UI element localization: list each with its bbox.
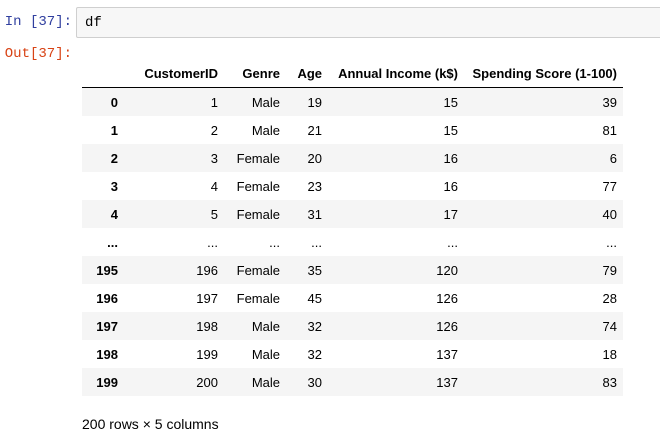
cell-annual-income: 17 xyxy=(443,206,458,222)
cell-annual-income: 126 xyxy=(436,318,458,334)
output-area: CustomerID Genre Age Annual Income (k$) … xyxy=(82,59,623,396)
cell-age: 19 xyxy=(307,94,322,110)
cell-customerid: 197 xyxy=(196,290,218,306)
dataframe-shape-info: 200 rows × 5 columns xyxy=(82,416,219,432)
cell-age: ... xyxy=(311,234,322,250)
cell-annual-income: 16 xyxy=(443,178,458,194)
row-index: 197 xyxy=(96,318,118,334)
cell-age: 20 xyxy=(307,150,322,166)
cell-genre: Female xyxy=(236,178,280,194)
cell-spending-score: 81 xyxy=(602,122,617,138)
cell-customerid: 199 xyxy=(196,346,218,362)
table-row: 196 197 Female 45 126 28 xyxy=(82,284,623,312)
cell-customerid: ... xyxy=(207,234,218,250)
table-row: 198 199 Male 32 137 18 xyxy=(82,340,623,368)
table-row: 197 198 Male 32 126 74 xyxy=(82,312,623,340)
cell-spending-score: 28 xyxy=(602,290,617,306)
cell-genre: ... xyxy=(269,234,280,250)
table-row-ellipsis: ... ... ... ... ... ... xyxy=(82,228,623,256)
row-index: 196 xyxy=(96,290,118,306)
cell-genre: Male xyxy=(251,122,280,138)
cell-spending-score: 79 xyxy=(602,262,617,278)
table-row: 0 1 Male 19 15 39 xyxy=(82,87,623,116)
header-annual-income: Annual Income (k$) xyxy=(338,65,458,81)
cell-genre: Female xyxy=(236,290,280,306)
cell-customerid: 4 xyxy=(210,178,218,194)
cell-genre: Male xyxy=(251,94,280,110)
cell-spending-score: 18 xyxy=(602,346,617,362)
table-row: 2 3 Female 20 16 6 xyxy=(82,144,623,172)
cell-customerid: 5 xyxy=(210,206,218,222)
cell-annual-income: 15 xyxy=(443,122,458,138)
row-index: 198 xyxy=(96,346,118,362)
cell-spending-score: 39 xyxy=(602,94,617,110)
cell-annual-income: 120 xyxy=(436,262,458,278)
cell-spending-score: 74 xyxy=(602,318,617,334)
table-row: 195 196 Female 35 120 79 xyxy=(82,256,623,284)
cell-annual-income: 137 xyxy=(436,346,458,362)
cell-spending-score: 6 xyxy=(609,150,617,166)
header-age: Age xyxy=(297,65,322,81)
dataframe-table: CustomerID Genre Age Annual Income (k$) … xyxy=(82,59,623,396)
cell-genre: Male xyxy=(251,346,280,362)
cell-spending-score: ... xyxy=(606,234,617,250)
header-genre: Genre xyxy=(242,65,280,81)
cell-age: 35 xyxy=(307,262,322,278)
cell-customerid: 2 xyxy=(210,122,218,138)
cell-annual-income: 16 xyxy=(443,150,458,166)
table-row: 1 2 Male 21 15 81 xyxy=(82,116,623,144)
in-prompt: In [37]: xyxy=(4,14,72,30)
cell-spending-score: 77 xyxy=(602,178,617,194)
cell-annual-income: ... xyxy=(447,234,458,250)
row-index: 199 xyxy=(96,374,118,390)
cell-customerid: 200 xyxy=(196,374,218,390)
row-index: 195 xyxy=(96,262,118,278)
header-spending-score: Spending Score (1-100) xyxy=(472,65,617,81)
code-text: df xyxy=(85,15,102,31)
cell-spending-score: 40 xyxy=(602,206,617,222)
cell-age: 23 xyxy=(307,178,322,194)
cell-annual-income: 126 xyxy=(436,290,458,306)
table-row: 3 4 Female 23 16 77 xyxy=(82,172,623,200)
cell-customerid: 1 xyxy=(210,94,218,110)
cell-genre: Female xyxy=(236,206,280,222)
row-index: ... xyxy=(107,234,118,250)
row-index: 2 xyxy=(110,150,118,166)
cell-genre: Female xyxy=(236,262,280,278)
cell-annual-income: 137 xyxy=(436,374,458,390)
cell-age: 31 xyxy=(307,206,322,222)
cell-age: 32 xyxy=(307,318,322,334)
cell-age: 32 xyxy=(307,346,322,362)
header-customerid: CustomerID xyxy=(144,65,218,81)
cell-annual-income: 15 xyxy=(443,94,458,110)
cell-genre: Male xyxy=(251,318,280,334)
cell-age: 30 xyxy=(307,374,322,390)
table-row: 4 5 Female 31 17 40 xyxy=(82,200,623,228)
table-row: 199 200 Male 30 137 83 xyxy=(82,368,623,396)
cell-spending-score: 83 xyxy=(602,374,617,390)
row-index: 4 xyxy=(110,206,118,222)
out-prompt: Out[37]: xyxy=(4,46,72,62)
cell-genre: Female xyxy=(236,150,280,166)
cell-customerid: 198 xyxy=(196,318,218,334)
row-index: 0 xyxy=(110,94,118,110)
code-input-area[interactable]: df xyxy=(76,7,660,38)
cell-customerid: 3 xyxy=(210,150,218,166)
cell-customerid: 196 xyxy=(196,262,218,278)
row-index: 1 xyxy=(110,122,118,138)
header-index xyxy=(82,59,124,88)
cell-age: 45 xyxy=(307,290,322,306)
cell-age: 21 xyxy=(307,122,322,138)
row-index: 3 xyxy=(110,178,118,194)
cell-genre: Male xyxy=(251,374,280,390)
header-row: CustomerID Genre Age Annual Income (k$) … xyxy=(82,59,623,88)
